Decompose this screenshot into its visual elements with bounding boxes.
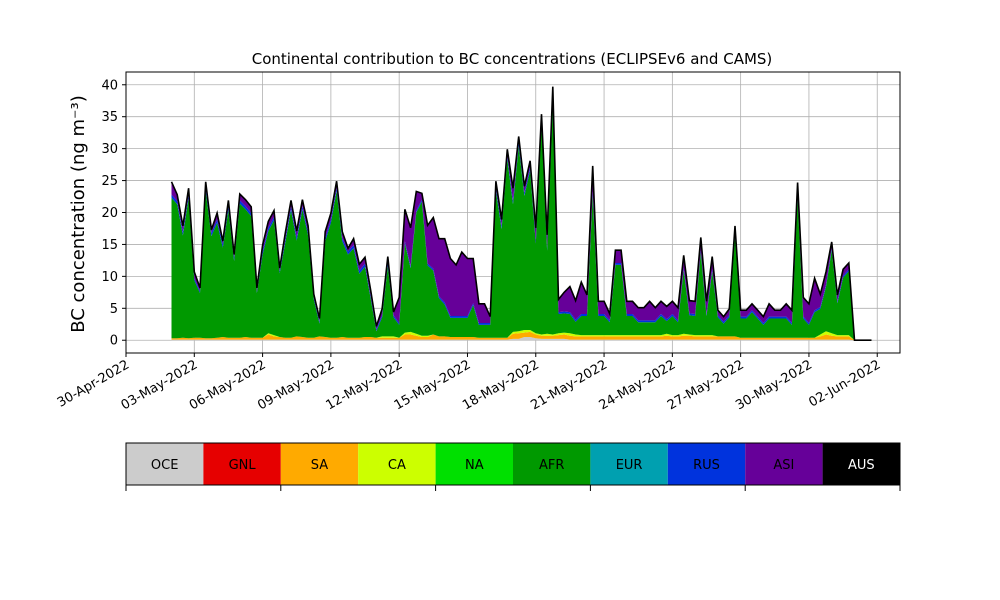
- y-tick-label: 0: [110, 334, 118, 349]
- area-series-oce: [171, 337, 872, 341]
- y-axis-label: BC concentration (ng m⁻³): [68, 95, 89, 333]
- x-tick-label: 09-May-2022: [255, 357, 337, 413]
- x-tick-label: 12-May-2022: [323, 357, 405, 413]
- y-tick-label: 5: [110, 302, 118, 317]
- legend-swatch-afr: [513, 443, 591, 485]
- y-axis: 0 5 10 15 20 25 30 35 40: [101, 78, 126, 349]
- legend-swatch-sa: [280, 443, 359, 485]
- x-tick-label: 02-Jun-2022: [806, 357, 883, 410]
- legend-label-asi: ASI: [773, 458, 794, 473]
- y-tick-label: 20: [101, 206, 118, 221]
- legend-swatch-eur: [590, 443, 668, 485]
- x-axis: 30-Apr-202203-May-202206-May-202209-May-…: [55, 353, 883, 413]
- y-tick-label: 30: [101, 142, 118, 157]
- y-axis-label-text: BC concentration (ng m⁻³): [68, 95, 89, 333]
- legend-swatch-asi: [745, 443, 823, 485]
- area-series-ca: [171, 330, 872, 341]
- legend-label-sa: SA: [311, 458, 328, 473]
- legend-swatch-aus: [822, 443, 900, 485]
- y-tick-label: 40: [101, 78, 118, 93]
- legend-label-aus: AUS: [848, 458, 875, 473]
- legend-swatch-oce: [126, 443, 204, 485]
- y-tick-label: 15: [101, 238, 118, 253]
- x-tick-label: 18-May-2022: [460, 357, 542, 413]
- x-tick-label: 06-May-2022: [187, 357, 269, 413]
- legend-label-na: NA: [465, 458, 484, 473]
- area-series-afr: [171, 104, 872, 341]
- chart-title: Continental contribution to BC concentra…: [252, 50, 773, 68]
- area-series-sa: [171, 331, 872, 341]
- stacked-areas: [170, 86, 872, 341]
- legend-colorbar: OCE GNL SA CA NA AFR EUR RUS ASI AUS: [125, 442, 901, 491]
- legend-swatch-ca: [358, 443, 436, 485]
- x-tick-label: 21-May-2022: [528, 357, 610, 413]
- legend-label-rus: RUS: [693, 458, 720, 473]
- legend-label-ca: CA: [388, 458, 406, 473]
- x-tick-label: 27-May-2022: [665, 357, 747, 413]
- y-tick-label: 10: [101, 270, 118, 285]
- x-tick-label: 15-May-2022: [392, 357, 474, 413]
- x-tick-label: 03-May-2022: [119, 357, 201, 413]
- x-tick-label: 30-May-2022: [733, 357, 815, 413]
- legend-label-gnl: GNL: [229, 458, 257, 473]
- legend-swatch-gnl: [203, 443, 281, 485]
- x-tick-label: 24-May-2022: [597, 357, 679, 413]
- legend-swatch-na: [435, 443, 513, 485]
- legend-label-afr: AFR: [539, 458, 564, 473]
- legend-border: [125, 442, 901, 486]
- y-tick-label: 35: [101, 110, 118, 125]
- legend-label-oce: OCE: [151, 458, 179, 473]
- legend-label-eur: EUR: [616, 458, 643, 473]
- total-outline: [170, 86, 872, 341]
- legend-swatch-rus: [667, 443, 746, 485]
- y-tick-label: 25: [101, 174, 118, 189]
